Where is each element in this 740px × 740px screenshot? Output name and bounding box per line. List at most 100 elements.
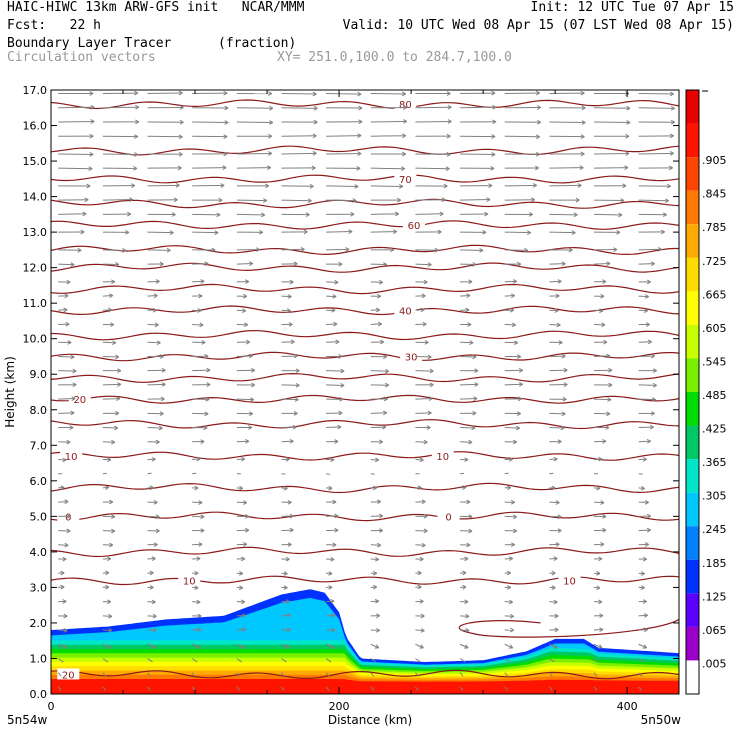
wind-vector (281, 397, 299, 402)
wind-vector (192, 353, 209, 359)
wind-vector (326, 184, 359, 189)
wind-vector (460, 499, 471, 505)
circulation-vectors (57, 90, 675, 691)
wind-vector (102, 672, 107, 677)
wind-vector (370, 354, 388, 360)
wind-vector (370, 672, 375, 677)
wind-vector (594, 229, 621, 235)
wind-vector (415, 321, 427, 327)
colorbar-swatch (686, 224, 699, 258)
contour-label: 0 (445, 512, 451, 523)
wind-vector (236, 247, 261, 252)
wind-vector (638, 119, 675, 125)
contour-label-bg (57, 668, 80, 680)
wind-vector (638, 105, 675, 111)
wind-vector (281, 261, 298, 267)
y-tick-label: 2.0 (30, 617, 48, 630)
colorbar-label: .185 (702, 557, 727, 570)
wind-vector (281, 499, 292, 505)
wind-vector (370, 105, 408, 110)
wind-vector (147, 686, 151, 691)
wind-vector (326, 439, 339, 444)
wind-vector (549, 353, 566, 359)
wind-vector (192, 485, 199, 491)
wind-vector (504, 672, 509, 677)
wind-vector (549, 183, 582, 188)
wind-vector (638, 643, 648, 649)
wind-vector (326, 151, 362, 156)
wind-vector (504, 396, 522, 402)
wind-vector (549, 556, 558, 562)
colorbar-swatch (686, 291, 699, 325)
wind-vector (504, 279, 517, 284)
wind-vector (236, 425, 253, 430)
wind-vector (147, 340, 161, 346)
contour-line-8 (51, 482, 679, 494)
wind-vector (102, 134, 139, 139)
wind-vector (549, 340, 563, 345)
wind-vector (593, 627, 604, 633)
wind-vector (594, 198, 625, 203)
wind-vector (281, 658, 287, 663)
wind-vector (147, 672, 151, 677)
wind-vector (549, 627, 559, 633)
wind-vector (102, 279, 116, 285)
wind-vector (370, 119, 408, 124)
wind-vector (58, 599, 67, 604)
wind-vector (593, 261, 611, 266)
wind-vector (504, 686, 509, 691)
wind-vector (236, 411, 254, 417)
contour-line-level-2 (51, 220, 679, 230)
wind-vector (549, 197, 580, 203)
wind-vector (504, 230, 531, 235)
wind-vector (326, 105, 363, 111)
wind-vector (549, 613, 559, 619)
wind-vector (549, 120, 586, 125)
contour-line-level-0 (51, 99, 679, 110)
wind-vector (192, 322, 204, 328)
wind-vector (460, 211, 489, 217)
wind-vector (192, 151, 228, 157)
wind-vector (102, 410, 120, 416)
wind-vector (638, 322, 650, 327)
wind-vector (281, 308, 291, 313)
wind-vector (504, 514, 517, 520)
wind-vector (593, 672, 598, 677)
wind-vector (281, 339, 295, 345)
wind-vector (638, 368, 657, 374)
wind-vector (549, 134, 585, 139)
wind-vector (58, 183, 91, 189)
wind-vector (504, 307, 514, 313)
wind-vector (192, 627, 202, 633)
wind-vector (593, 585, 601, 591)
wind-vector (460, 183, 493, 189)
wind-vector (58, 166, 93, 172)
wind-vector (549, 212, 578, 218)
colorbar-swatch (686, 459, 699, 493)
wind-vector (549, 382, 568, 387)
wind-vector (326, 229, 353, 234)
wind-vector (549, 658, 555, 663)
contour-label: 40 (399, 306, 412, 317)
wind-vector (638, 513, 651, 519)
wind-vector (370, 410, 388, 416)
contour-line-level-1 (51, 174, 679, 184)
wind-vector (504, 627, 514, 633)
wind-vector (58, 396, 76, 401)
wind-vector (549, 585, 556, 590)
wind-vector (370, 570, 378, 576)
wind-vector (370, 382, 390, 388)
wind-vector (58, 513, 71, 519)
cross-section-endpoints: XY= 251.0,100.0 to 284.7,100.0 (277, 50, 512, 65)
contour-label-bg (60, 449, 83, 461)
wind-vector (192, 165, 227, 171)
colorbar-swatch (686, 90, 699, 124)
wind-vector (58, 382, 77, 388)
wind-vector (57, 686, 62, 691)
wind-vector (102, 457, 112, 462)
wind-vector (638, 527, 651, 533)
wind-vector (281, 599, 290, 604)
wind-vector (594, 165, 629, 171)
wind-vector (415, 183, 448, 189)
wind-vector (192, 528, 205, 533)
